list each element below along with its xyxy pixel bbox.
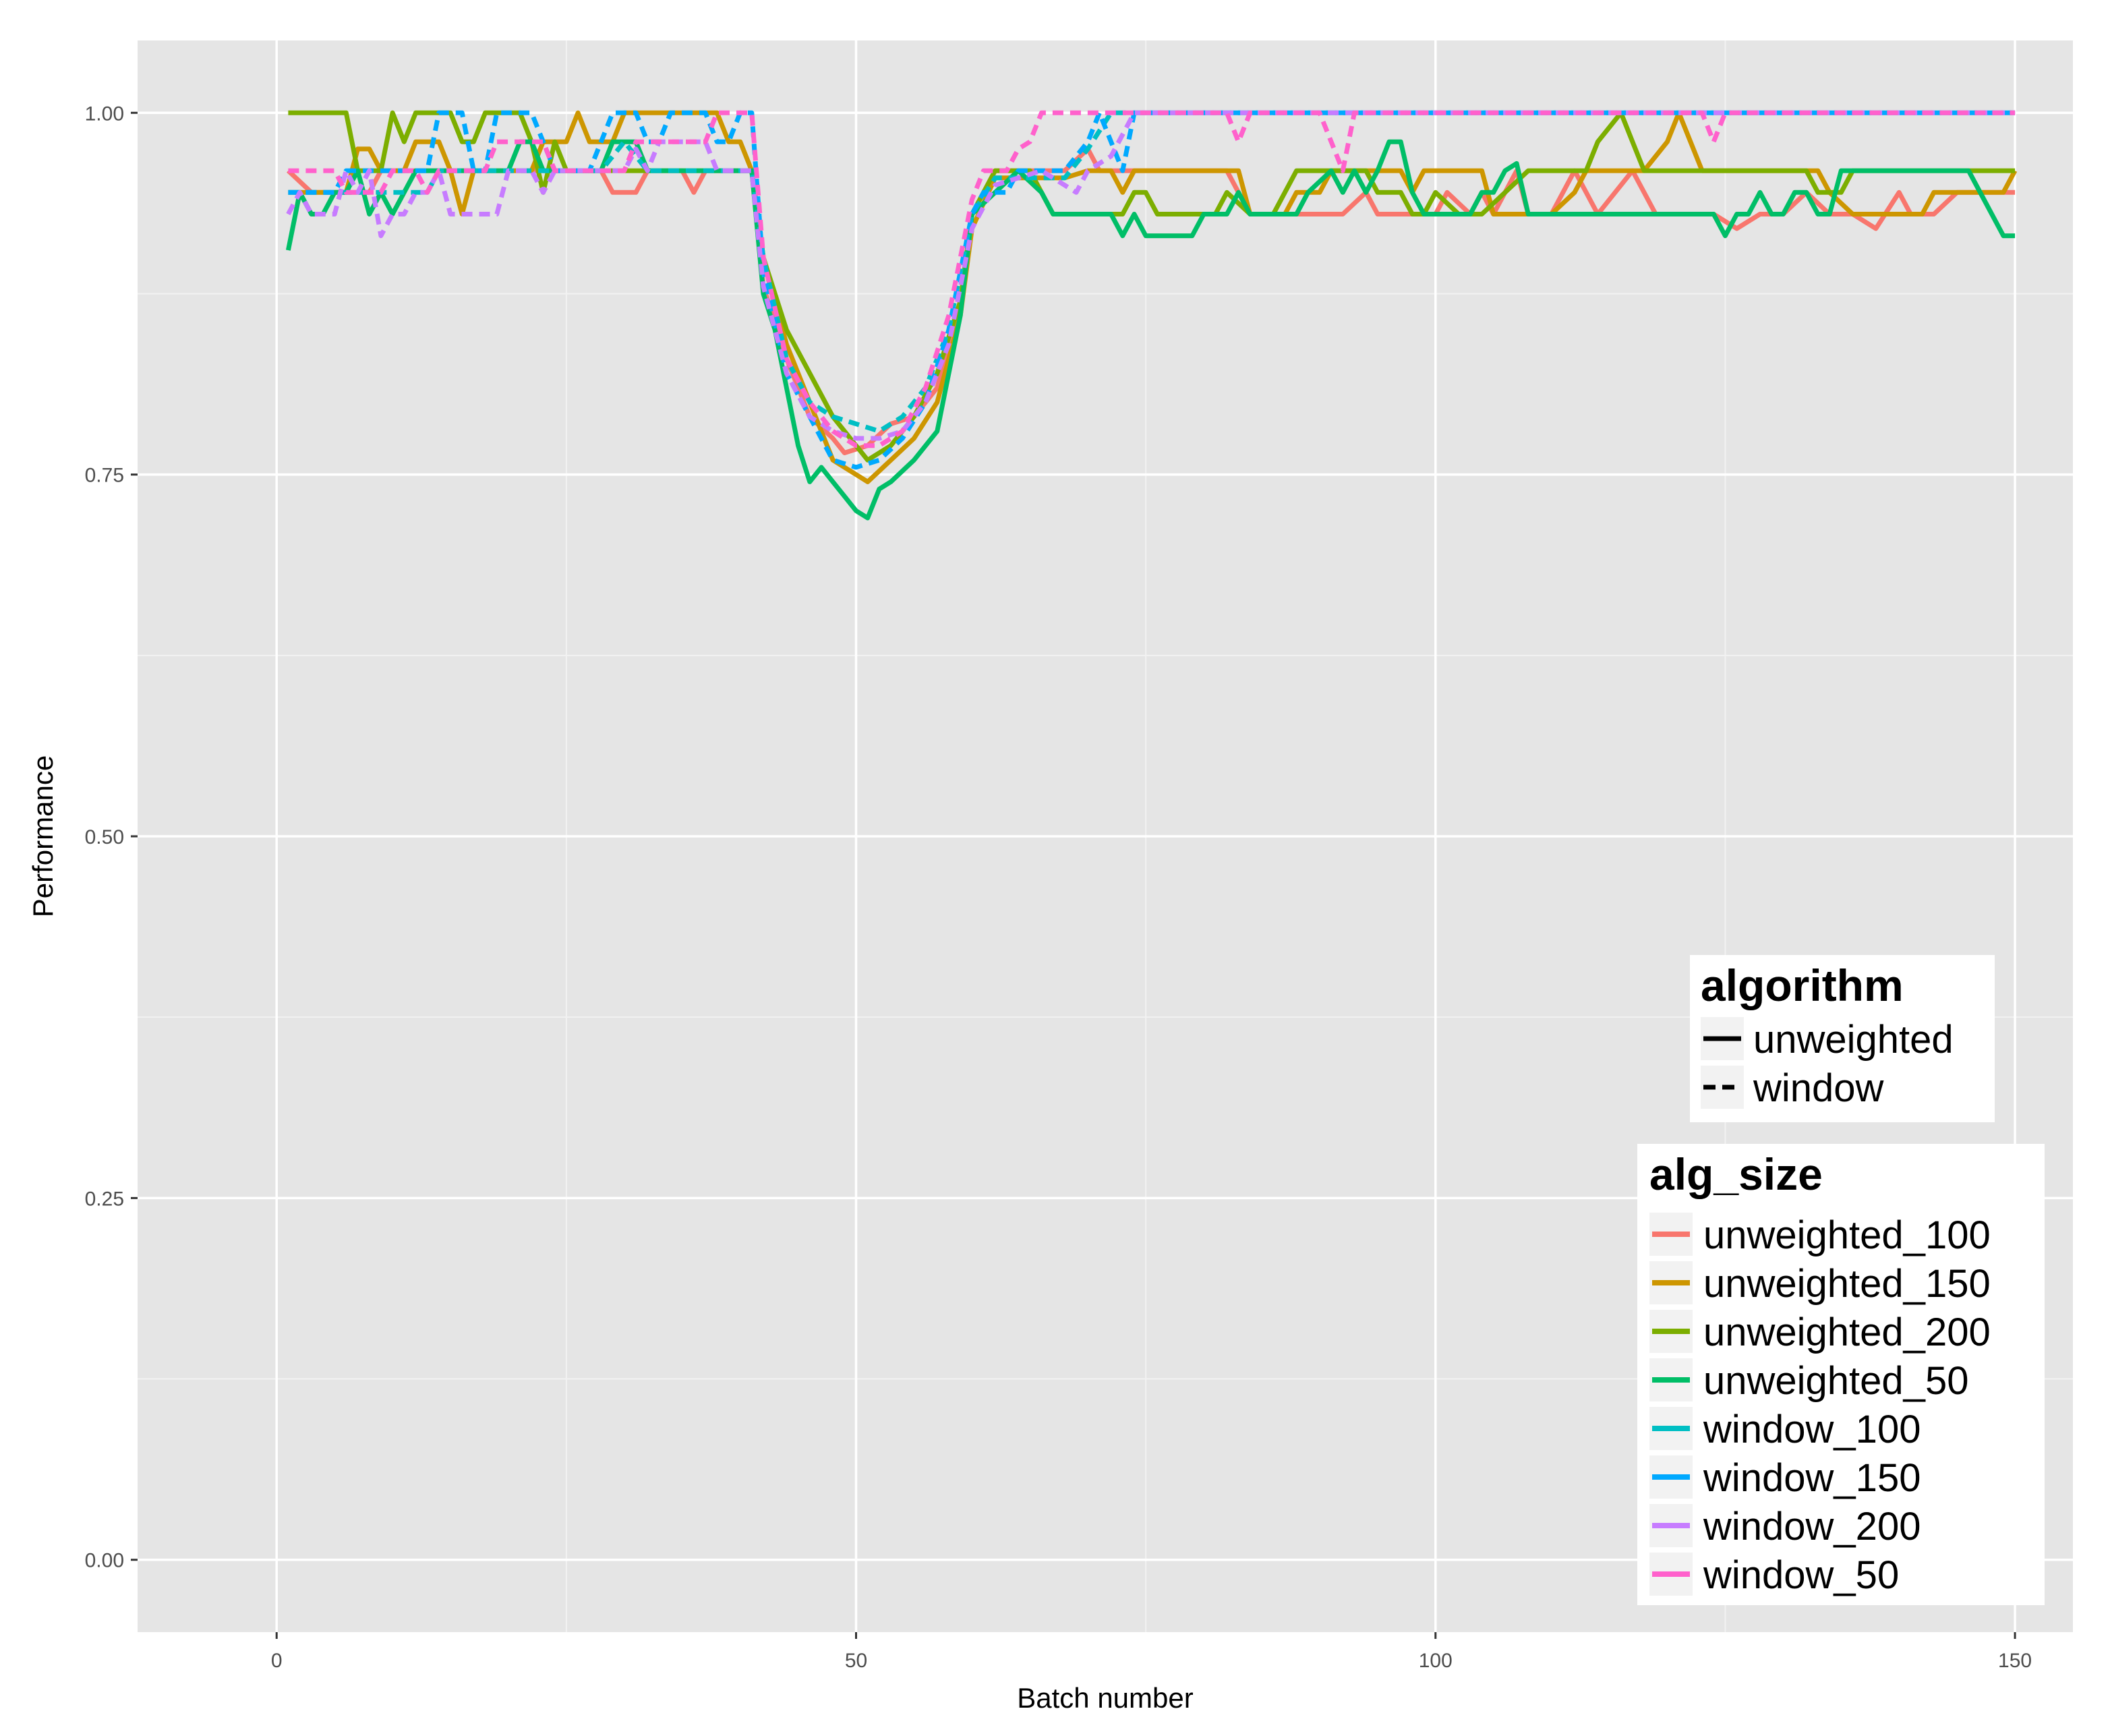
legend-alg-size-label: unweighted_150 — [1703, 1262, 1991, 1306]
series-line-window-50 — [288, 110, 2016, 449]
legend-alg-size-title: alg_size — [1649, 1149, 1823, 1199]
y-axis-title: Performance — [27, 755, 59, 917]
legend-alg-size-label: window_150 — [1703, 1456, 1921, 1500]
legend-algorithm-label: window — [1753, 1066, 1885, 1110]
x-tick-label: 150 — [1998, 1650, 2032, 1672]
legend-alg-size-items: unweighted_100 unweighted_150unweighted_2… — [1649, 1213, 1991, 1597]
legend-alg-size-label: unweighted_200 — [1703, 1310, 1991, 1354]
legend-alg-size-label: unweighted_100 — [1703, 1213, 1991, 1257]
x-tick-label: 0 — [271, 1650, 283, 1672]
legend-alg-size-label: window_100 — [1703, 1408, 1921, 1451]
x-axis-ticks: 0 50 100 150 — [271, 1632, 2032, 1672]
series-lines — [285, 110, 2018, 521]
series-line-window-100 — [288, 110, 2016, 434]
legend-alg-size-box — [1637, 1144, 2045, 1605]
y-axis-ticks: 0.00 0.25 0.50 0.75 1.00 — [85, 103, 138, 1572]
legend-alg-size-label: unweighted_50 — [1703, 1359, 1968, 1403]
legend-algorithm-title: algorithm — [1701, 960, 1904, 1010]
legend-alg-size-label: window_200 — [1703, 1505, 1921, 1549]
y-tick-label: 0.75 — [85, 465, 124, 487]
y-tick-label: 0.25 — [85, 1188, 124, 1210]
legend-algorithm: algorithm unweighted window — [1690, 955, 1995, 1122]
y-tick-label: 0.50 — [85, 826, 124, 848]
series-line-window-200 — [286, 110, 2016, 441]
series-line-unweighted-50 — [285, 139, 2016, 521]
legend-algorithm-label: unweighted — [1753, 1018, 1954, 1062]
y-tick-label: 0.00 — [85, 1550, 124, 1572]
legend-alg-size: alg_size unweighted_100unweighted_150unw… — [1637, 1144, 2045, 1605]
x-tick-label: 50 — [845, 1650, 867, 1672]
x-axis-title: Batch number — [1017, 1682, 1193, 1714]
x-tick-label: 100 — [1419, 1650, 1453, 1672]
y-tick-label: 1.00 — [85, 103, 124, 125]
legend-alg-size-label: window_50 — [1703, 1553, 1899, 1597]
